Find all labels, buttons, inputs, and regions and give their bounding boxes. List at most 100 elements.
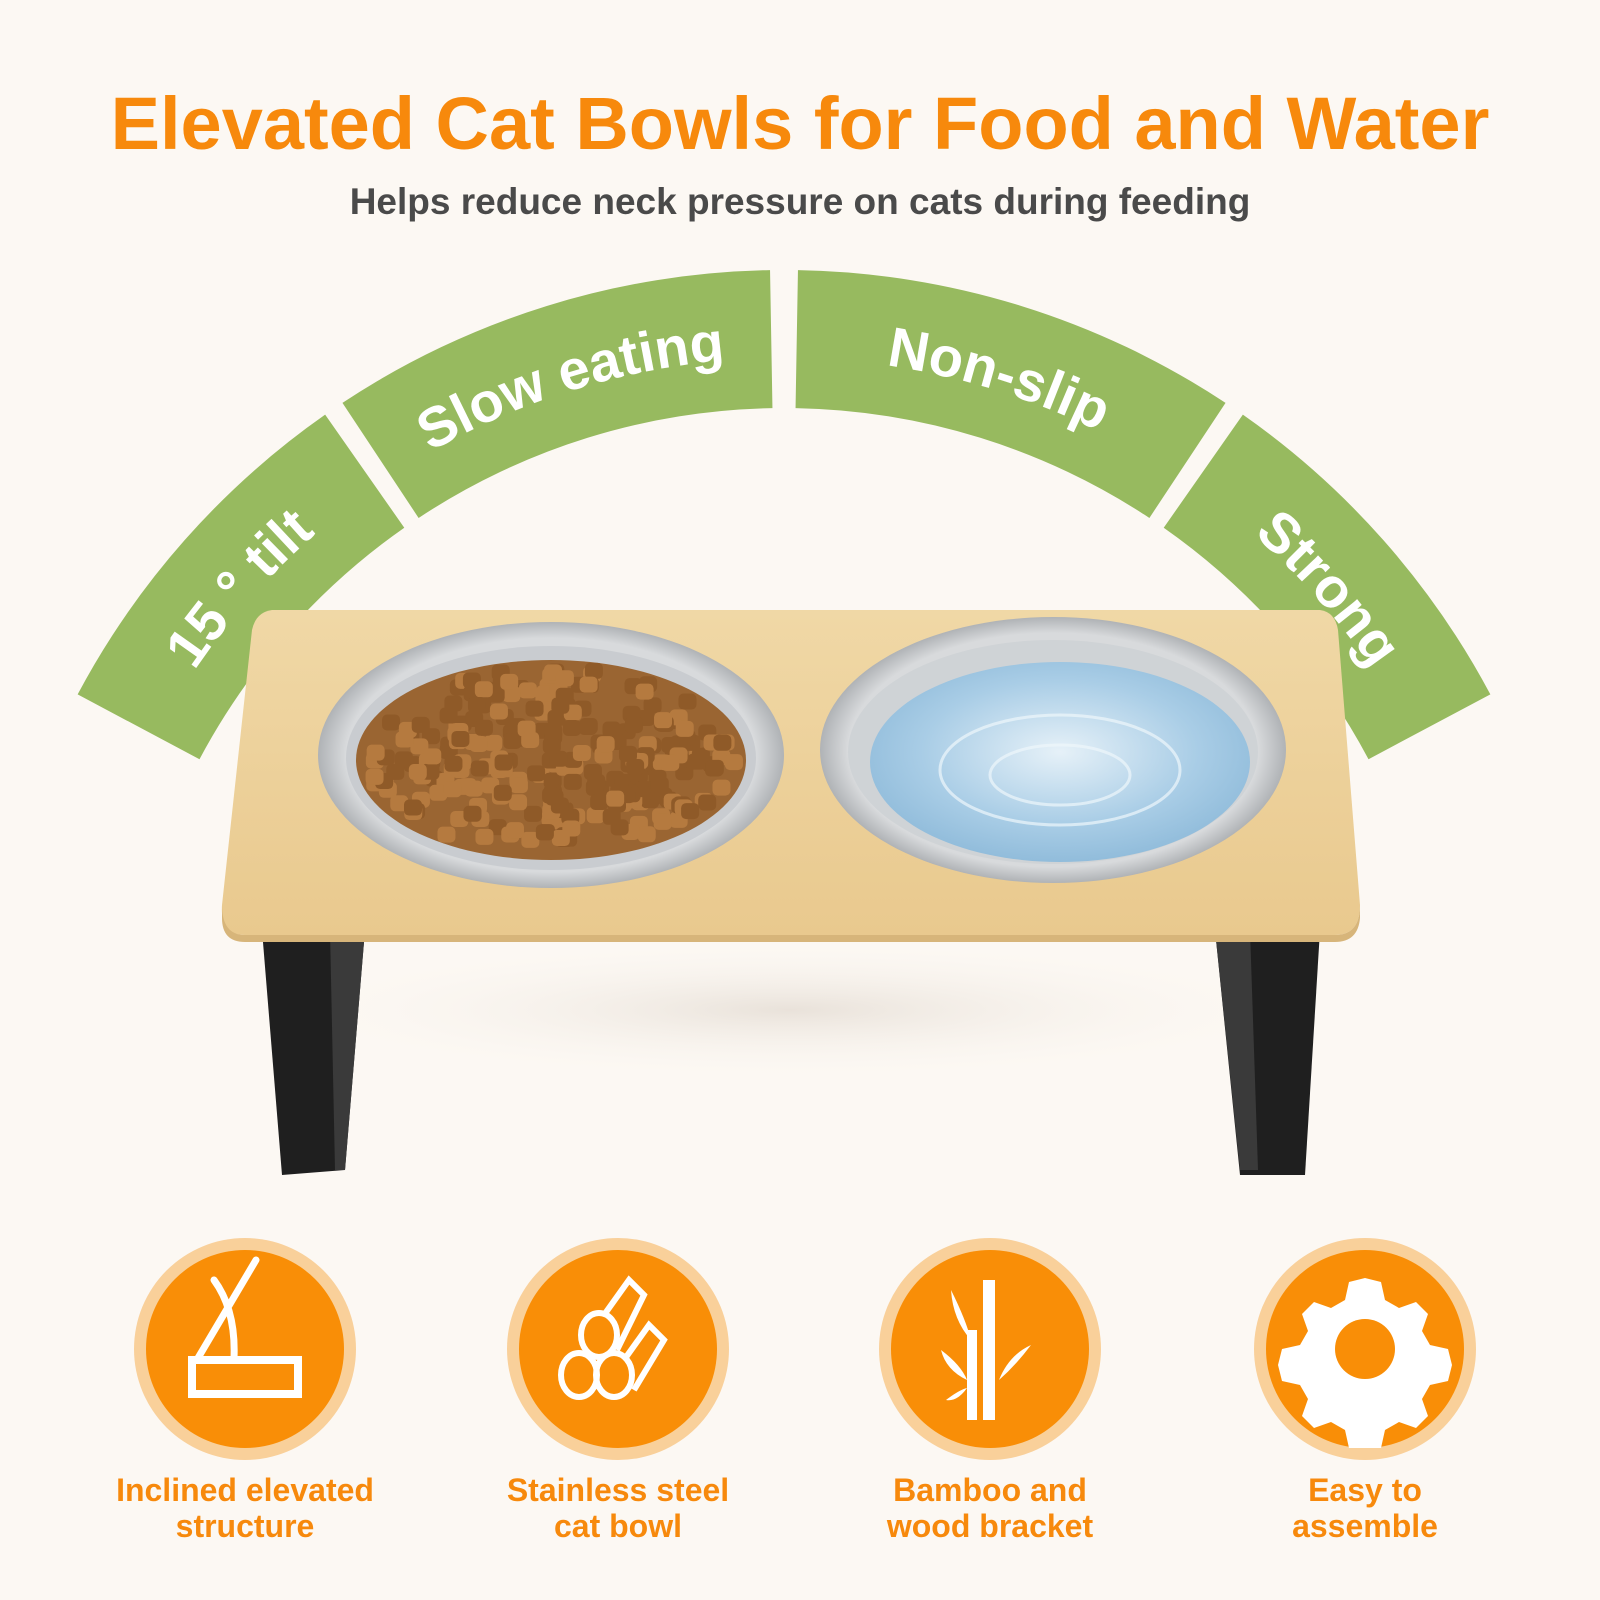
kibble xyxy=(602,808,621,825)
kibble xyxy=(563,773,582,790)
kibble xyxy=(408,764,427,781)
kibble xyxy=(429,784,448,801)
kibble xyxy=(451,730,470,747)
kibble xyxy=(475,828,494,845)
arc-segment xyxy=(342,270,773,518)
page-subtitle: Helps reduce neck pressure on cats durin… xyxy=(349,181,1251,222)
kibble xyxy=(549,750,568,767)
feature-label: Inclined elevated structure xyxy=(75,1472,415,1544)
kibble xyxy=(502,686,521,703)
feature-2: Stainless steel cat bowl xyxy=(448,1238,788,1544)
kibble xyxy=(382,714,401,731)
kibble xyxy=(489,703,508,720)
kibble xyxy=(572,744,591,761)
kibble xyxy=(586,807,605,824)
kibble xyxy=(505,822,524,839)
feature-label-line: structure xyxy=(175,1508,315,1544)
kibble xyxy=(524,805,543,822)
incline-icon xyxy=(188,1256,302,1398)
kibble xyxy=(410,738,429,755)
kibble xyxy=(366,744,385,761)
kibble xyxy=(584,662,603,679)
kibble xyxy=(542,787,561,804)
kibble xyxy=(590,793,609,810)
arc-segment xyxy=(77,414,405,760)
kibble xyxy=(555,670,574,687)
kibble xyxy=(643,697,662,714)
feature-label-line: Stainless steel xyxy=(506,1472,730,1508)
kibble xyxy=(518,682,537,699)
kibble xyxy=(467,697,486,714)
feature-label-line: wood bracket xyxy=(886,1508,1094,1544)
bamboo-icon xyxy=(941,1280,1031,1420)
feature-badge xyxy=(879,1238,1101,1460)
kibble xyxy=(579,676,598,693)
kibble xyxy=(587,774,606,791)
feature-label-line: assemble xyxy=(1292,1508,1438,1544)
kibble xyxy=(678,693,697,710)
kibble xyxy=(544,723,563,740)
kibble xyxy=(509,777,528,794)
kibble xyxy=(365,768,384,785)
arc-segment xyxy=(1163,414,1491,760)
right-leg xyxy=(1215,930,1320,1175)
feature-4: Easy to assemble xyxy=(1195,1238,1535,1544)
food-bowl xyxy=(318,622,784,888)
kibble xyxy=(562,820,581,837)
kibble xyxy=(602,721,621,738)
kibble xyxy=(470,760,489,777)
feature-3: Bamboo and wood bracket xyxy=(820,1238,1160,1544)
kibble xyxy=(509,794,528,811)
kibble xyxy=(675,764,694,781)
left-leg xyxy=(262,930,365,1175)
steel-pipes-icon xyxy=(558,1275,668,1400)
kibble xyxy=(650,776,669,793)
kibble xyxy=(562,719,581,736)
gear-icon xyxy=(1278,1278,1452,1448)
feature-badge xyxy=(507,1238,729,1460)
kibble xyxy=(675,720,694,737)
kibble xyxy=(596,736,615,753)
kibble xyxy=(637,826,656,843)
feature-label-line: cat bowl xyxy=(553,1508,682,1544)
kibble xyxy=(463,805,482,822)
kibble xyxy=(411,716,430,733)
feature-label-line: Bamboo and xyxy=(893,1472,1087,1508)
kibble xyxy=(681,803,700,820)
feature-label: Easy to assemble xyxy=(1195,1472,1535,1544)
kibble xyxy=(525,700,544,717)
kibble xyxy=(494,754,513,771)
kibble xyxy=(521,831,540,848)
feature-label-line: Easy to xyxy=(1308,1472,1422,1508)
kibble xyxy=(521,732,540,749)
shadow xyxy=(270,940,1310,1080)
feature-1: Inclined elevated structure xyxy=(75,1238,415,1544)
kibble xyxy=(698,794,717,811)
kibble xyxy=(624,717,643,734)
kibble xyxy=(386,763,405,780)
kibble xyxy=(713,734,732,751)
kibble xyxy=(712,779,731,796)
kibble xyxy=(423,748,442,765)
kibble xyxy=(618,745,637,762)
kibble xyxy=(474,681,493,698)
page-title: Elevated Cat Bowls for Food and Water xyxy=(110,82,1490,165)
arc-segment xyxy=(795,270,1226,518)
kibble xyxy=(724,754,743,771)
feature-badge xyxy=(1254,1238,1476,1460)
kibble xyxy=(654,712,673,729)
kibble xyxy=(705,759,724,776)
kibble xyxy=(394,751,413,768)
kibble xyxy=(606,790,625,807)
kibble xyxy=(404,799,423,816)
kibble xyxy=(503,733,522,750)
kibble xyxy=(661,754,680,771)
kibble xyxy=(535,824,554,841)
kibble xyxy=(687,753,706,770)
feature-label-line: Inclined elevated xyxy=(116,1472,374,1508)
kibble xyxy=(542,737,561,754)
kibble xyxy=(474,719,493,736)
kibble xyxy=(527,765,546,782)
kibble xyxy=(464,780,483,797)
